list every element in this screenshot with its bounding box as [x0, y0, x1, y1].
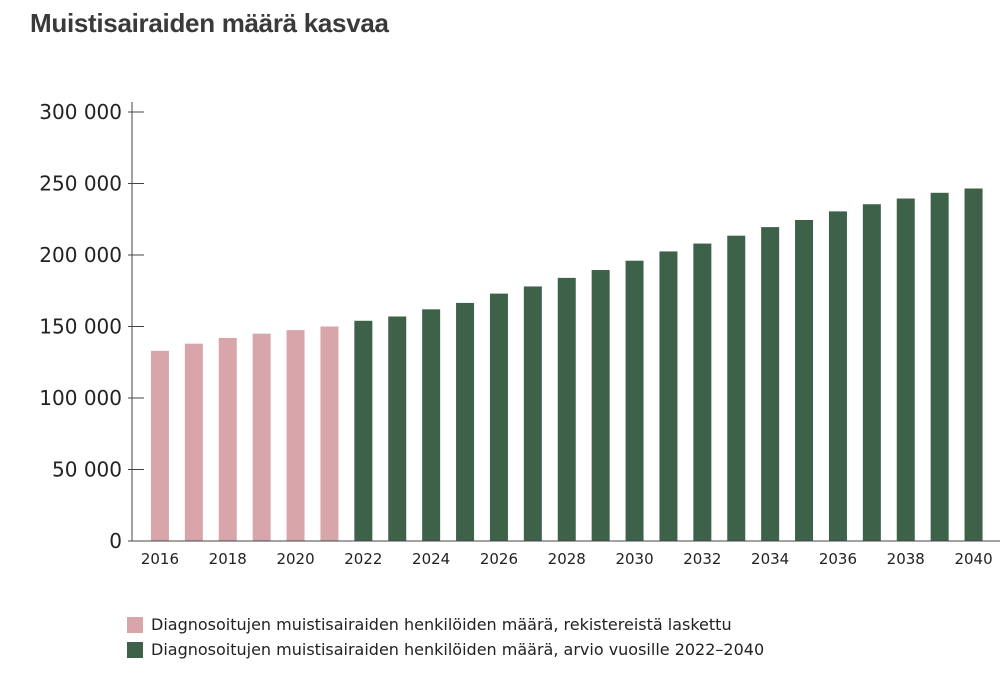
bar-2025 — [456, 302, 475, 541]
x-tick-label-2030: 2030 — [615, 550, 653, 568]
bar-2020 — [286, 330, 305, 541]
bar-2018 — [218, 337, 237, 541]
bar-2032 — [693, 243, 712, 541]
x-tick-label-2036: 2036 — [819, 550, 857, 568]
chart-title: Muistisairaiden määrä kasvaa — [30, 8, 389, 38]
bar-2022 — [354, 320, 373, 541]
x-tick-label-2018: 2018 — [209, 550, 247, 568]
bar-2038 — [896, 198, 915, 541]
y-tick-label-250000: 250 000 — [39, 172, 122, 196]
bar-2016 — [150, 350, 169, 541]
bar-2024 — [422, 309, 441, 541]
bar-2037 — [862, 204, 881, 542]
y-tick-label-100000: 100 000 — [39, 386, 122, 410]
legend-swatch-forecast — [127, 641, 143, 658]
y-tick-label-50000: 50 000 — [52, 458, 122, 482]
bar-2029 — [591, 270, 610, 541]
bar-2028 — [557, 277, 576, 541]
bar-2026 — [489, 293, 508, 541]
legend-swatch-registered — [127, 616, 143, 633]
bar-2019 — [252, 333, 271, 541]
x-tick-label-2026: 2026 — [480, 550, 518, 568]
y-tick-label-0: 0 — [109, 529, 122, 553]
legend-label-forecast: Diagnosoitujen muistisairaiden henkilöid… — [151, 640, 765, 659]
bar-2021 — [320, 326, 339, 541]
bar-2034 — [761, 227, 780, 542]
bar-2035 — [795, 219, 814, 541]
y-tick-label-300000: 300 000 — [39, 100, 122, 124]
x-tick-label-2020: 2020 — [276, 550, 314, 568]
bar-2036 — [828, 211, 847, 541]
bar-2030 — [625, 260, 644, 541]
x-tick-label-2028: 2028 — [548, 550, 586, 568]
bar-2031 — [659, 251, 678, 542]
x-tick-label-2040: 2040 — [954, 550, 992, 568]
x-tick-label-2034: 2034 — [751, 550, 789, 568]
x-tick-label-2038: 2038 — [887, 550, 925, 568]
legend-item-forecast: Diagnosoitujen muistisairaiden henkilöid… — [127, 637, 764, 662]
x-tick-label-2032: 2032 — [683, 550, 721, 568]
x-tick-label-2022: 2022 — [344, 550, 382, 568]
x-tick-label-2016: 2016 — [141, 550, 179, 568]
bar-2023 — [388, 316, 407, 541]
legend-item-registered: Diagnosoitujen muistisairaiden henkilöid… — [127, 612, 764, 637]
bar-chart: 0 50 000 100 000 150 000 200 000 250 000 300 0… — [39, 100, 1000, 568]
legend: Diagnosoitujen muistisairaiden henkilöid… — [127, 612, 764, 662]
y-tick-label-200000: 200 000 — [39, 243, 122, 267]
y-tick-label-150000: 150 000 — [39, 315, 122, 339]
bar-2017 — [184, 343, 203, 541]
bar-2033 — [727, 235, 746, 541]
x-tick-label-2024: 2024 — [412, 550, 450, 568]
bar-2039 — [930, 192, 949, 542]
bar-2027 — [523, 286, 542, 541]
legend-label-registered: Diagnosoitujen muistisairaiden henkilöid… — [151, 615, 732, 634]
bar-2040 — [964, 188, 983, 541]
